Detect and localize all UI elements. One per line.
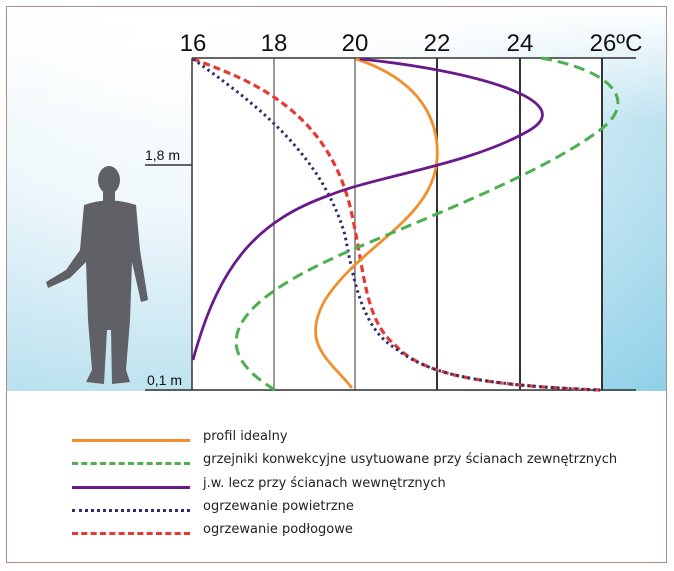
- solid-line-icon: [72, 486, 190, 489]
- legend-item-ogrzewanie-podlogowe: ogrzewanie podłogowe: [72, 521, 652, 544]
- legend-label: profil idealny: [203, 429, 288, 444]
- series-grzejniki-konwekcyjne: [234, 56, 620, 392]
- series-jw-lecz-przy-scianach-wewnetrznych: [191, 57, 544, 361]
- series-ogrzewanie-powietrzne: [192, 57, 601, 392]
- solid-line-icon: [72, 439, 190, 442]
- x-tick-18: 18: [260, 30, 288, 57]
- x-tick-24: 24: [506, 30, 534, 57]
- dotted-line-icon: [72, 509, 190, 512]
- legend-label: ogrzewanie podłogowe: [203, 522, 353, 537]
- legend-label: ogrzewanie powietrzne: [203, 499, 354, 514]
- y-label-0-1m: 0,1 m: [147, 372, 183, 388]
- human-silhouette-icon: [46, 166, 148, 384]
- legend-label: grzejniki konwekcyjne usytuowane przy śc…: [203, 452, 618, 467]
- x-tick-16: 16: [179, 30, 207, 57]
- x-tick-20: 20: [341, 30, 369, 57]
- series-profil-idealny: [314, 57, 439, 389]
- legend-item-ogrzewanie-powietrzne: ogrzewanie powietrzne: [72, 498, 652, 521]
- dashed-line-icon: [72, 532, 190, 535]
- series-ogrzewanie-podlogowe: [192, 57, 601, 392]
- plot-area: [192, 58, 602, 390]
- legend-item-jw-lecz: j.w. lecz przy ścianach wewnętrznych: [72, 475, 652, 498]
- y-label-1-8m: 1,8 m: [145, 147, 181, 163]
- x-tick-22: 22: [423, 30, 451, 57]
- legend-item-profil-idealny: profil idealny: [72, 428, 652, 451]
- x-tick-26: 26ºC: [589, 30, 643, 57]
- dashed-line-icon: [72, 462, 190, 465]
- legend-label: j.w. lecz przy ścianach wewnętrznych: [203, 476, 446, 491]
- legend-item-grzejniki-konwekcyjne: grzejniki konwekcyjne usytuowane przy śc…: [72, 451, 652, 474]
